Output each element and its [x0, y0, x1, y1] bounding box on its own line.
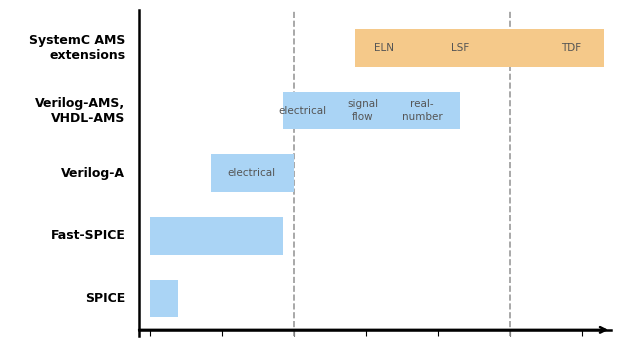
Text: LSF: LSF	[451, 43, 469, 53]
Text: electrical: electrical	[278, 106, 326, 116]
Bar	[150, 217, 283, 255]
Bar	[355, 29, 604, 67]
Bar	[210, 154, 294, 192]
Text: TDF: TDF	[561, 43, 581, 53]
Bar	[283, 92, 460, 129]
Text: ELN: ELN	[374, 43, 394, 53]
Text: electrical: electrical	[227, 168, 276, 178]
Text: real-
number: real- number	[402, 99, 442, 122]
Text: signal
flow: signal flow	[347, 99, 379, 122]
Bar	[150, 280, 178, 317]
